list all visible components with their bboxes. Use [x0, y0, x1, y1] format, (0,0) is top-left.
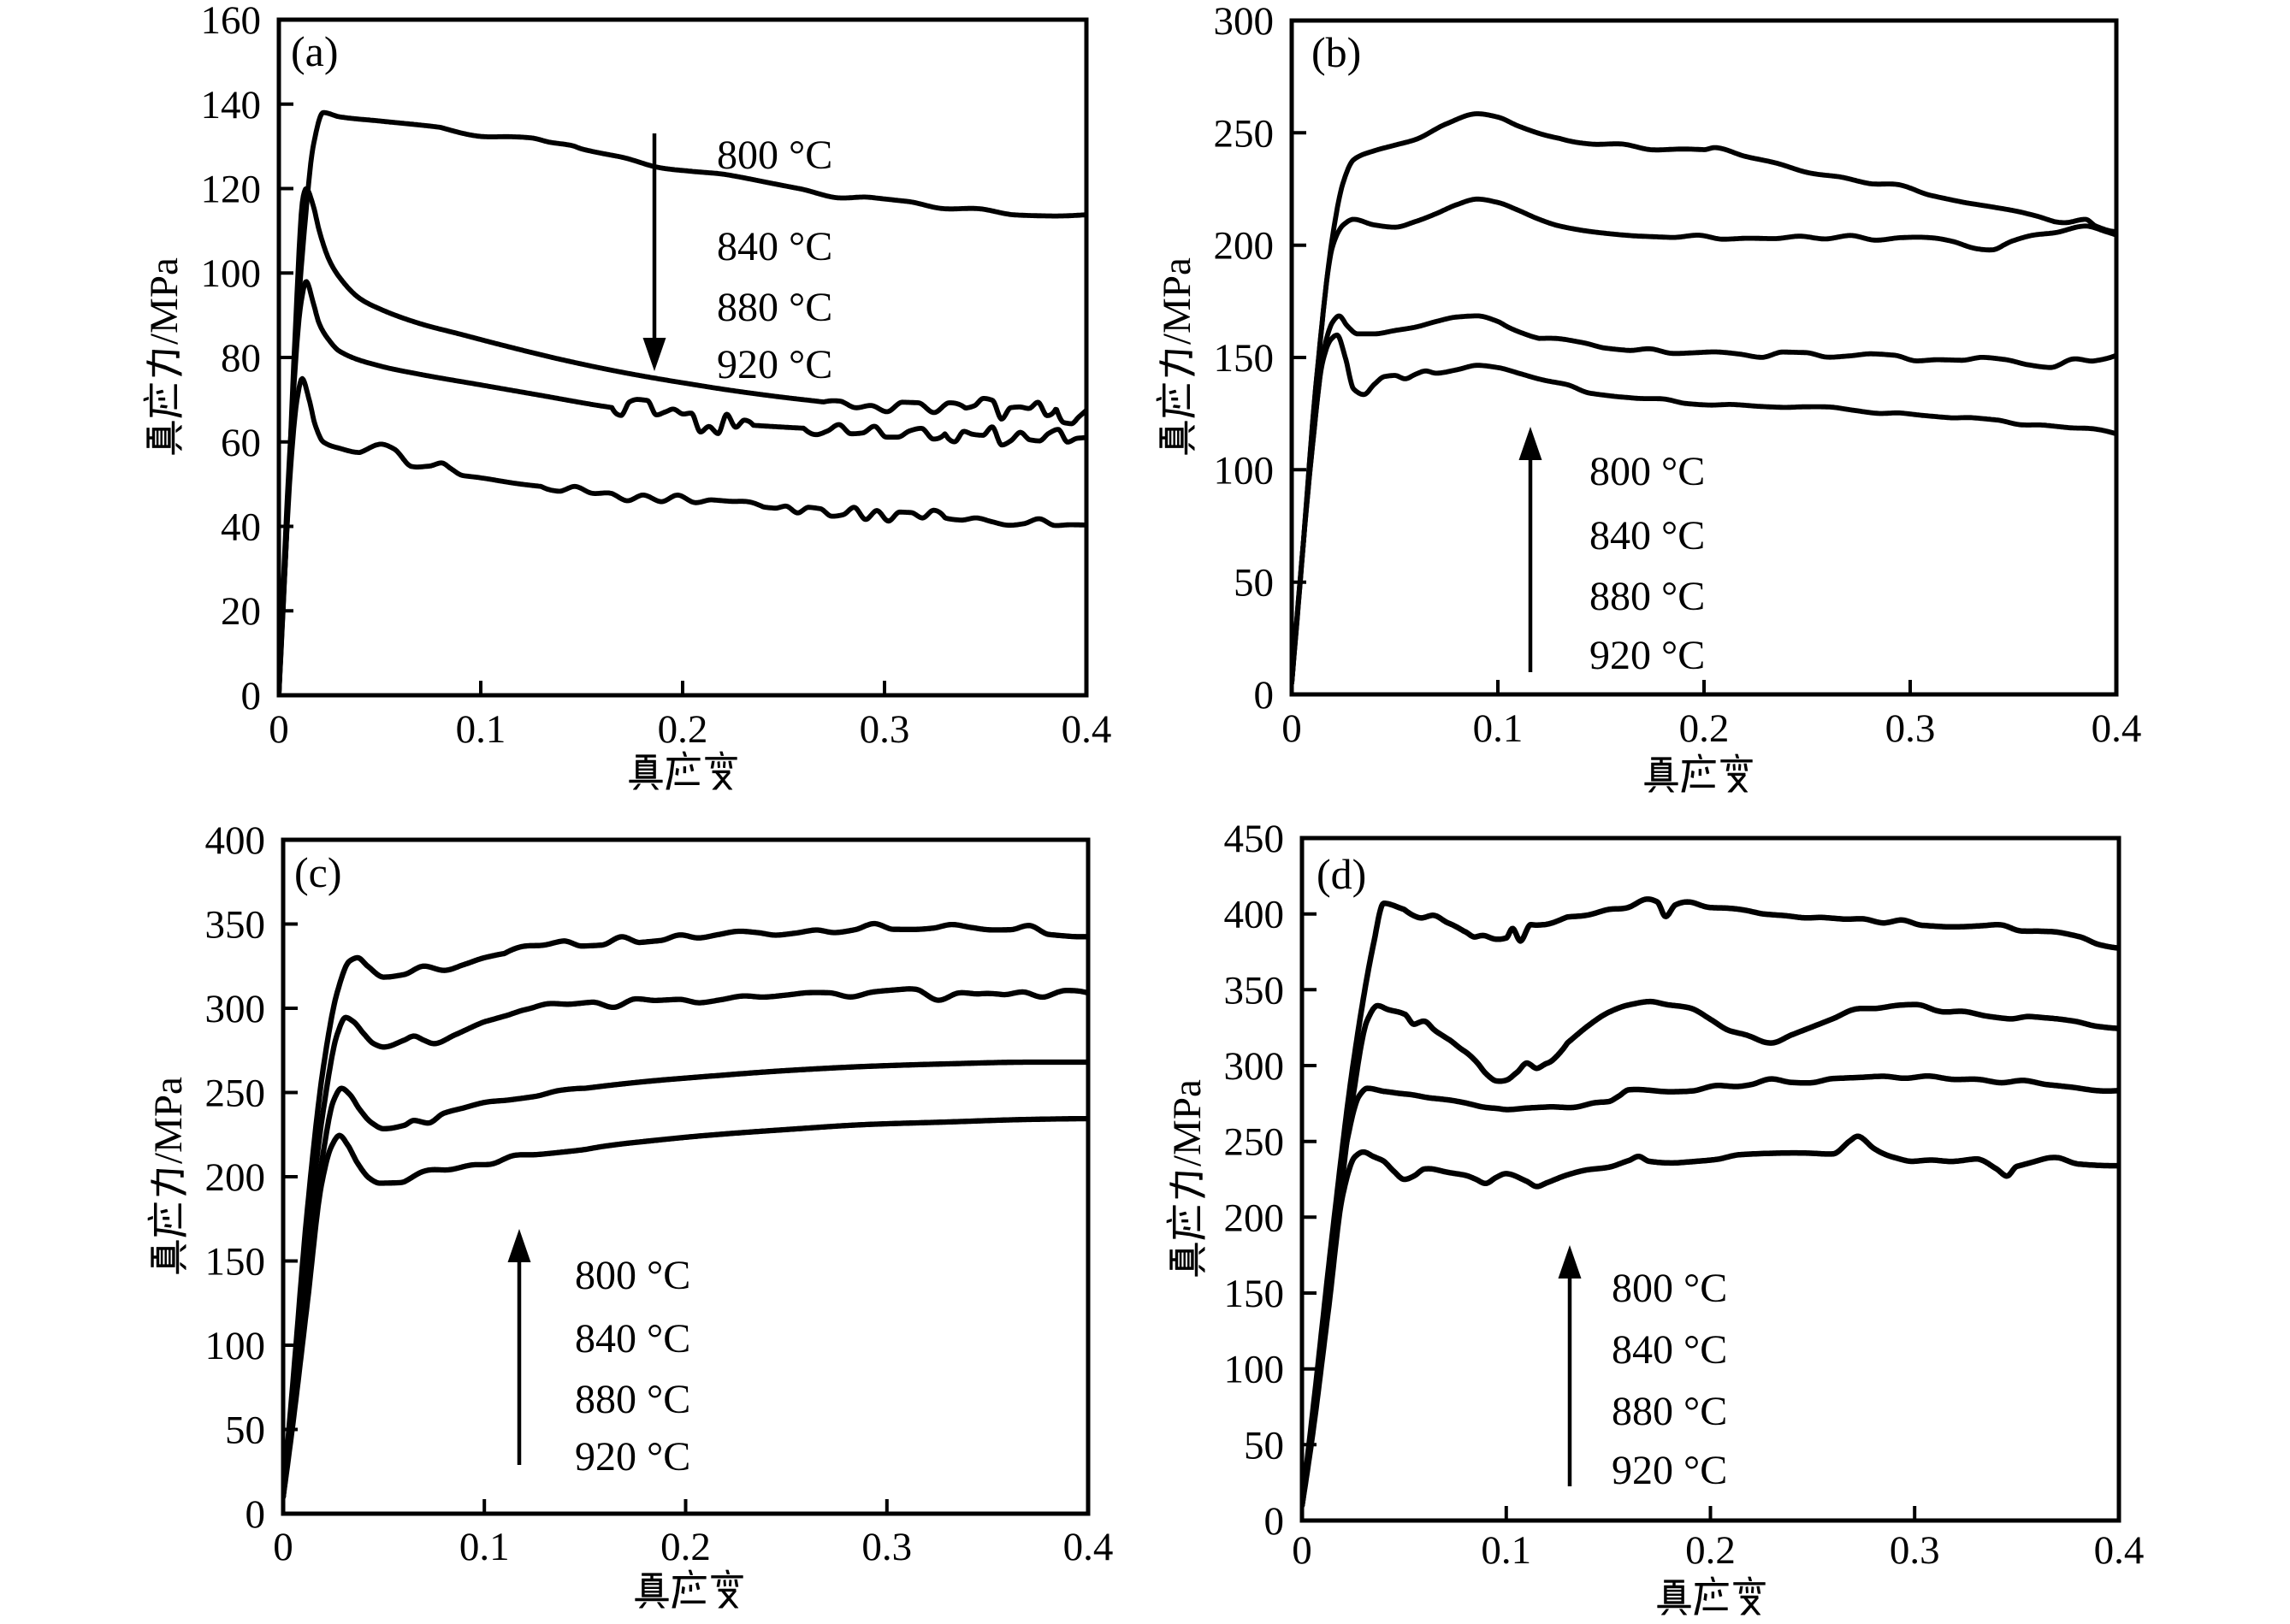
svg-text:0.2: 0.2 — [658, 707, 708, 752]
svg-text:120: 120 — [201, 168, 262, 212]
svg-text:0.2: 0.2 — [1679, 706, 1730, 751]
svg-text:0.2: 0.2 — [1685, 1528, 1736, 1573]
svg-text:80: 80 — [221, 336, 261, 381]
svg-text:0: 0 — [1264, 1499, 1285, 1544]
svg-text:350: 350 — [205, 903, 266, 948]
svg-text:0.3: 0.3 — [1890, 1528, 1940, 1573]
svg-text:840 °C: 840 °C — [1612, 1327, 1727, 1373]
svg-text:0.3: 0.3 — [1885, 706, 1936, 751]
svg-text:(b): (b) — [1311, 28, 1361, 76]
svg-text:200: 200 — [1214, 224, 1275, 269]
svg-text:140: 140 — [201, 83, 262, 127]
svg-text:250: 250 — [1214, 111, 1275, 156]
svg-text:100: 100 — [1214, 448, 1275, 493]
svg-text:300: 300 — [1214, 0, 1275, 44]
svg-text:0.4: 0.4 — [1062, 707, 1112, 752]
svg-text:/MPa: /MPa — [146, 1077, 191, 1164]
svg-text:0.3: 0.3 — [860, 707, 910, 752]
svg-text:920 °C: 920 °C — [575, 1434, 690, 1479]
svg-text:0: 0 — [1281, 706, 1302, 751]
svg-text:0.1: 0.1 — [459, 1525, 510, 1569]
svg-text:300: 300 — [205, 987, 266, 1031]
svg-text:(d): (d) — [1317, 850, 1366, 898]
svg-text:/MPa: /MPa — [1165, 1079, 1210, 1166]
svg-text:880 °C: 880 °C — [575, 1377, 690, 1422]
svg-text:300: 300 — [1224, 1044, 1285, 1089]
svg-text:800 °C: 800 °C — [717, 133, 832, 178]
svg-text:0.4: 0.4 — [1063, 1525, 1114, 1569]
svg-text:400: 400 — [1224, 893, 1285, 937]
svg-text:0.2: 0.2 — [660, 1525, 711, 1569]
svg-text:0: 0 — [246, 1492, 266, 1537]
svg-text:200: 200 — [1224, 1196, 1285, 1240]
svg-text:0: 0 — [273, 1525, 293, 1569]
svg-text:920 °C: 920 °C — [1589, 633, 1705, 678]
svg-text:840 °C: 840 °C — [1589, 513, 1705, 558]
svg-text:350: 350 — [1224, 968, 1285, 1013]
svg-text:250: 250 — [1224, 1120, 1285, 1165]
svg-text:800 °C: 800 °C — [1612, 1266, 1727, 1311]
svg-text:920 °C: 920 °C — [717, 342, 832, 387]
svg-text:880 °C: 880 °C — [717, 285, 832, 330]
svg-text:0.1: 0.1 — [1481, 1528, 1531, 1573]
svg-text:200: 200 — [205, 1155, 266, 1200]
svg-text:100: 100 — [205, 1324, 266, 1368]
svg-text:840 °C: 840 °C — [717, 224, 832, 269]
svg-text:20: 20 — [221, 589, 261, 634]
svg-text:150: 150 — [1224, 1272, 1285, 1316]
svg-text:/MPa: /MPa — [1155, 257, 1199, 345]
svg-text:(c): (c) — [294, 848, 342, 896]
svg-text:0.4: 0.4 — [2094, 1528, 2145, 1573]
svg-text:(a): (a) — [291, 27, 339, 75]
svg-text:0: 0 — [241, 674, 262, 718]
svg-text:250: 250 — [205, 1072, 266, 1116]
svg-text:/MPa: /MPa — [142, 257, 186, 345]
svg-text:0.4: 0.4 — [2092, 706, 2142, 751]
svg-text:50: 50 — [225, 1408, 265, 1453]
svg-text:40: 40 — [221, 505, 261, 550]
svg-text:800 °C: 800 °C — [1589, 449, 1705, 494]
svg-text:60: 60 — [221, 421, 261, 465]
svg-text:0: 0 — [1254, 673, 1275, 718]
svg-text:880 °C: 880 °C — [1612, 1389, 1727, 1434]
svg-text:0: 0 — [269, 707, 289, 752]
svg-text:100: 100 — [1224, 1348, 1285, 1392]
svg-text:0.3: 0.3 — [861, 1525, 912, 1569]
svg-text:100: 100 — [201, 251, 262, 296]
svg-text:800 °C: 800 °C — [575, 1253, 690, 1298]
svg-text:450: 450 — [1224, 817, 1285, 861]
svg-text:50: 50 — [1234, 561, 1274, 605]
svg-text:840 °C: 840 °C — [575, 1316, 690, 1361]
svg-text:0.1: 0.1 — [456, 707, 506, 752]
svg-text:160: 160 — [201, 0, 262, 43]
svg-text:150: 150 — [1214, 336, 1275, 381]
svg-text:920 °C: 920 °C — [1612, 1448, 1727, 1493]
svg-text:0.1: 0.1 — [1473, 706, 1524, 751]
svg-text:0: 0 — [1292, 1528, 1312, 1573]
svg-text:150: 150 — [205, 1240, 266, 1284]
svg-text:880 °C: 880 °C — [1589, 574, 1705, 619]
svg-text:50: 50 — [1244, 1423, 1284, 1468]
svg-text:400: 400 — [205, 818, 266, 863]
